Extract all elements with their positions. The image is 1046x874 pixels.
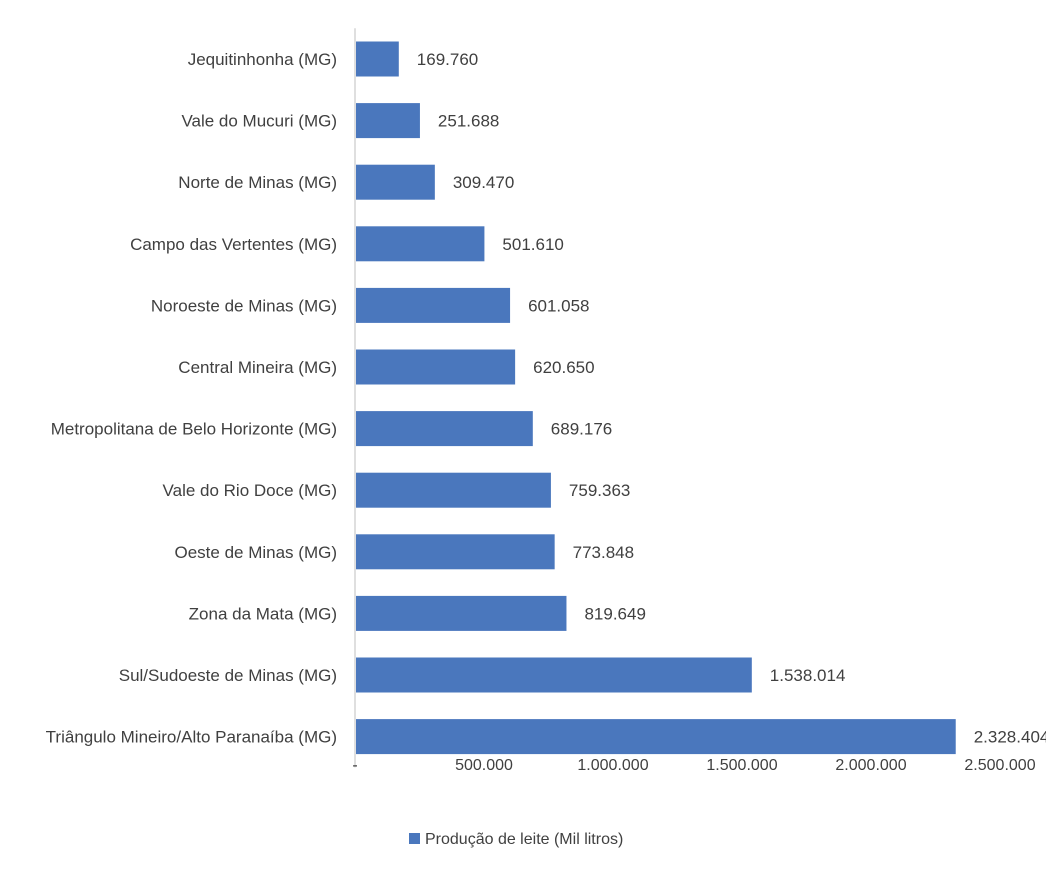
category-label: Triângulo Mineiro/Alto Paranaíba (MG) bbox=[46, 728, 337, 747]
x-tick-label: 2.000.000 bbox=[835, 757, 906, 774]
x-tick-label: 1.000.000 bbox=[577, 757, 648, 774]
bar bbox=[356, 472, 551, 508]
data-label: 759.363 bbox=[569, 481, 630, 500]
x-tick-label: 500.000 bbox=[455, 757, 513, 774]
data-label: 251.688 bbox=[438, 112, 499, 131]
legend-swatch bbox=[409, 833, 420, 844]
category-label: Central Mineira (MG) bbox=[178, 358, 337, 377]
category-label: Vale do Mucuri (MG) bbox=[181, 112, 337, 131]
data-label: 169.760 bbox=[417, 50, 478, 69]
bar bbox=[356, 349, 516, 385]
data-label: 689.176 bbox=[551, 420, 612, 439]
bar bbox=[356, 41, 399, 77]
category-label: Metropolitana de Belo Horizonte (MG) bbox=[51, 420, 337, 439]
category-label: Jequitinhonha (MG) bbox=[188, 50, 337, 69]
x-tick-label: 2.500.000 bbox=[964, 757, 1035, 774]
bar bbox=[356, 103, 420, 139]
data-label: 773.848 bbox=[573, 543, 634, 562]
bar bbox=[356, 657, 752, 693]
category-label: Campo das Vertentes (MG) bbox=[130, 235, 337, 254]
bar bbox=[356, 719, 956, 755]
data-label: 620.650 bbox=[533, 358, 594, 377]
legend-label: Produção de leite (Mil litros) bbox=[425, 831, 623, 848]
data-label: 819.649 bbox=[584, 604, 645, 623]
bar bbox=[356, 226, 485, 262]
x-tick-label: - bbox=[352, 757, 357, 774]
data-label: 601.058 bbox=[528, 296, 589, 315]
category-label: Sul/Sudoeste de Minas (MG) bbox=[119, 666, 337, 685]
category-label: Norte de Minas (MG) bbox=[178, 173, 337, 192]
bar bbox=[356, 534, 555, 570]
category-label: Zona da Mata (MG) bbox=[189, 604, 337, 623]
bar bbox=[356, 164, 435, 200]
data-label: 309.470 bbox=[453, 173, 514, 192]
data-label: 501.610 bbox=[502, 235, 563, 254]
bar bbox=[356, 287, 511, 323]
data-label: 1.538.014 bbox=[770, 666, 846, 685]
bar bbox=[356, 411, 533, 447]
category-label: Noroeste de Minas (MG) bbox=[151, 296, 337, 315]
x-tick-label: 1.500.000 bbox=[706, 757, 777, 774]
data-label: 2.328.404 bbox=[974, 728, 1046, 747]
category-label: Vale do Rio Doce (MG) bbox=[163, 481, 337, 500]
bar bbox=[356, 595, 567, 631]
category-label: Oeste de Minas (MG) bbox=[175, 543, 338, 562]
